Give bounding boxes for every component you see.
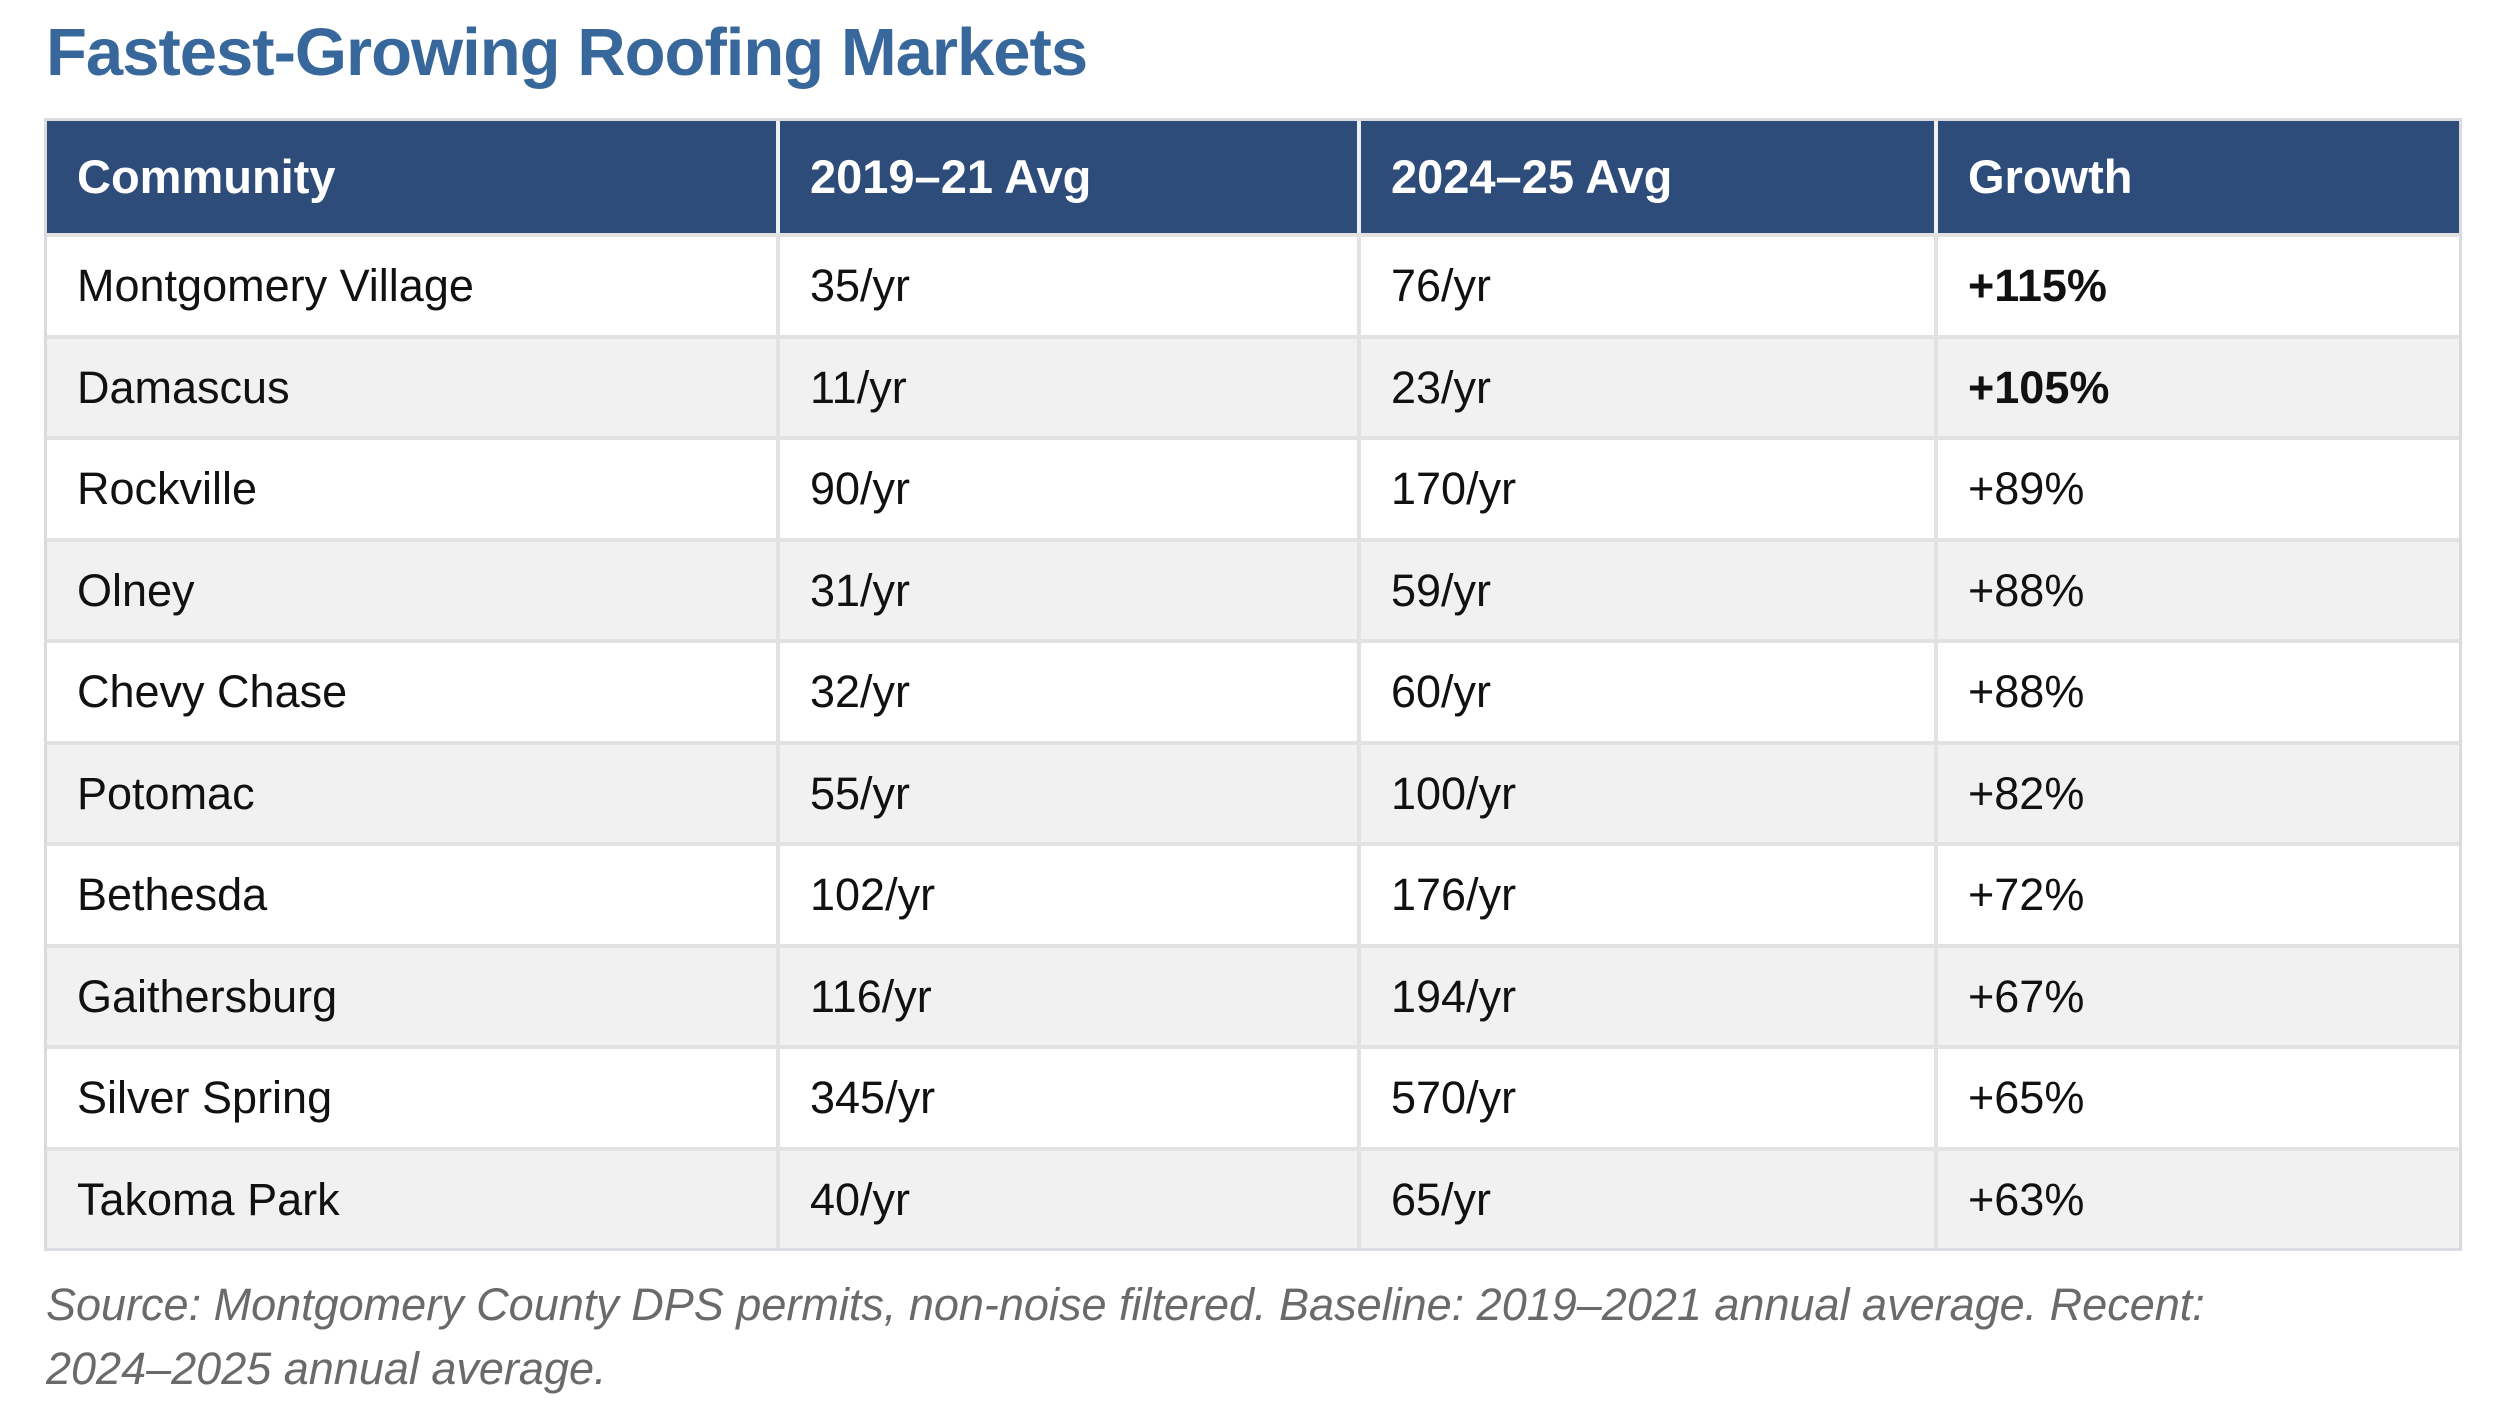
recent-cell: 570/yr bbox=[1357, 1045, 1934, 1147]
community-cell: Damascus bbox=[47, 334, 776, 437]
community-cell: Montgomery Village bbox=[47, 233, 776, 335]
table-row: Silver Spring 345/yr 570/yr +65% bbox=[47, 1045, 2459, 1147]
community-cell: Potomac bbox=[47, 740, 776, 843]
growth-cell: +82% bbox=[1934, 740, 2459, 843]
roofing-markets-table: Community 2019–21 Avg 2024–25 Avg Growth… bbox=[44, 118, 2462, 1252]
table-row: Damascus 11/yr 23/yr +105% bbox=[47, 334, 2459, 437]
table-row: Potomac 55/yr 100/yr +82% bbox=[47, 740, 2459, 843]
header-row: Community 2019–21 Avg 2024–25 Avg Growth bbox=[47, 121, 2459, 234]
recent-cell: 100/yr bbox=[1357, 740, 1934, 843]
recent-cell: 59/yr bbox=[1357, 537, 1934, 640]
table-row: Montgomery Village 35/yr 76/yr +115% bbox=[47, 233, 2459, 335]
table-row: Rockville 90/yr 170/yr +89% bbox=[47, 436, 2459, 538]
recent-cell: 76/yr bbox=[1357, 233, 1934, 335]
table-row: Olney 31/yr 59/yr +88% bbox=[47, 537, 2459, 640]
growth-cell: +89% bbox=[1934, 436, 2459, 538]
community-cell: Silver Spring bbox=[47, 1045, 776, 1147]
growth-cell: +65% bbox=[1934, 1045, 2459, 1147]
column-header-recent-avg: 2024–25 Avg bbox=[1357, 121, 1934, 234]
column-header-baseline-avg: 2019–21 Avg bbox=[776, 121, 1357, 234]
recent-cell: 170/yr bbox=[1357, 436, 1934, 538]
baseline-cell: 116/yr bbox=[776, 943, 1357, 1046]
growth-cell: +88% bbox=[1934, 639, 2459, 741]
community-cell: Bethesda bbox=[47, 842, 776, 944]
recent-cell: 194/yr bbox=[1357, 943, 1934, 1046]
column-header-growth: Growth bbox=[1934, 121, 2459, 234]
growth-cell: +72% bbox=[1934, 842, 2459, 944]
growth-cell: +88% bbox=[1934, 537, 2459, 640]
community-cell: Chevy Chase bbox=[47, 639, 776, 741]
table-body: Montgomery Village 35/yr 76/yr +115% Dam… bbox=[47, 233, 2459, 1249]
page-title: Fastest-Growing Roofing Markets bbox=[46, 15, 1088, 90]
recent-cell: 60/yr bbox=[1357, 639, 1934, 741]
baseline-cell: 55/yr bbox=[776, 740, 1357, 843]
table-row: Bethesda 102/yr 176/yr +72% bbox=[47, 842, 2459, 944]
baseline-cell: 35/yr bbox=[776, 233, 1357, 335]
community-cell: Olney bbox=[47, 537, 776, 640]
baseline-cell: 32/yr bbox=[776, 639, 1357, 741]
community-cell: Gaithersburg bbox=[47, 943, 776, 1046]
recent-cell: 65/yr bbox=[1357, 1146, 1934, 1249]
column-header-community: Community bbox=[47, 121, 776, 234]
recent-cell: 23/yr bbox=[1357, 334, 1934, 437]
baseline-cell: 102/yr bbox=[776, 842, 1357, 944]
community-cell: Rockville bbox=[47, 436, 776, 538]
growth-cell: +63% bbox=[1934, 1146, 2459, 1249]
growth-cell: +67% bbox=[1934, 943, 2459, 1046]
baseline-cell: 31/yr bbox=[776, 537, 1357, 640]
baseline-cell: 40/yr bbox=[776, 1146, 1357, 1249]
growth-cell: +115% bbox=[1934, 233, 2459, 335]
baseline-cell: 11/yr bbox=[776, 334, 1357, 437]
table-row: Chevy Chase 32/yr 60/yr +88% bbox=[47, 639, 2459, 741]
growth-cell: +105% bbox=[1934, 334, 2459, 437]
community-cell: Takoma Park bbox=[47, 1146, 776, 1249]
source-note-line2: 2024–2025 annual average. bbox=[46, 1342, 607, 1394]
table-row: Takoma Park 40/yr 65/yr +63% bbox=[47, 1146, 2459, 1249]
source-note-line1: Source: Montgomery County DPS permits, n… bbox=[46, 1279, 2205, 1331]
source-note: Source: Montgomery County DPS permits, n… bbox=[46, 1273, 2456, 1401]
baseline-cell: 345/yr bbox=[776, 1045, 1357, 1147]
recent-cell: 176/yr bbox=[1357, 842, 1934, 944]
baseline-cell: 90/yr bbox=[776, 436, 1357, 538]
table-header: Community 2019–21 Avg 2024–25 Avg Growth bbox=[47, 121, 2459, 234]
table-row: Gaithersburg 116/yr 194/yr +67% bbox=[47, 943, 2459, 1046]
